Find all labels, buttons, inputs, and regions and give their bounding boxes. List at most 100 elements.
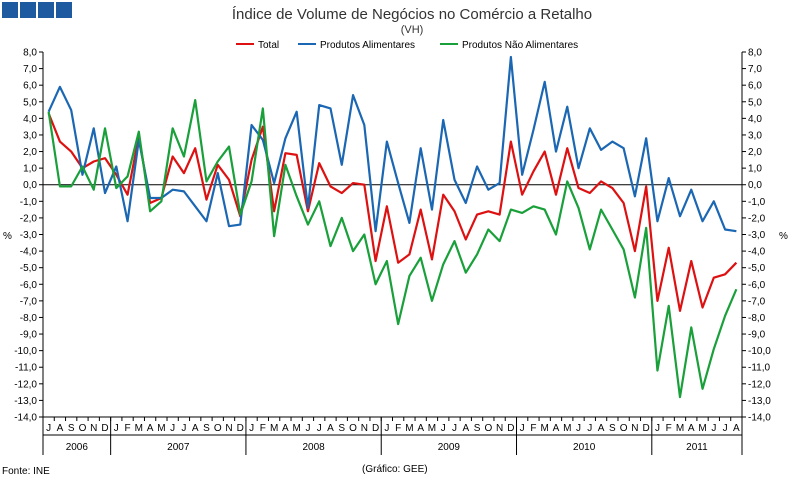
x-month-label: O: [349, 423, 357, 434]
chart-subtitle: (VH): [401, 24, 424, 36]
y-tick-label-left: -6,0: [20, 280, 38, 291]
y-tick-label-right: -3,0: [748, 230, 766, 241]
x-month-label: M: [292, 423, 300, 434]
x-month-label: D: [372, 423, 379, 434]
y-tick-label-right: -14,0: [748, 413, 771, 424]
y-tick-label-right: -4,0: [748, 247, 766, 258]
x-month-label: N: [90, 423, 97, 434]
x-month-label: J: [114, 423, 119, 434]
y-tick-label-right: -10,0: [748, 346, 771, 357]
x-month-label: A: [147, 423, 154, 434]
x-month-label: J: [170, 423, 175, 434]
x-month-label: D: [643, 423, 650, 434]
x-month-label: F: [260, 423, 266, 434]
x-month-label: N: [361, 423, 368, 434]
x-month-label: S: [203, 423, 210, 434]
x-month-label: J: [249, 423, 254, 434]
legend-item-total: Total: [236, 40, 279, 51]
x-month-label: M: [270, 423, 278, 434]
x-month-label: A: [688, 423, 695, 434]
x-year-label: 2006: [66, 442, 89, 453]
x-month-label: J: [317, 423, 322, 434]
y-tick-label-left: -8,0: [20, 313, 38, 324]
x-month-label: J: [305, 423, 310, 434]
y-tick-label-left: 2,0: [23, 147, 37, 158]
x-year-label: 2010: [573, 442, 596, 453]
y-tick-label-left: -3,0: [20, 230, 38, 241]
x-month-label: A: [282, 423, 289, 434]
y-tick-label-left: -9,0: [20, 330, 38, 341]
x-year-label: 2007: [167, 442, 190, 453]
x-month-label: A: [192, 423, 199, 434]
x-month-label: S: [474, 423, 481, 434]
y-tick-label-left: 3,0: [23, 130, 37, 141]
y-tick-label-right: 1,0: [748, 164, 762, 175]
x-month-label: F: [530, 423, 536, 434]
x-month-label: O: [620, 423, 628, 434]
x-month-label: M: [563, 423, 571, 434]
y-tick-label-right: -2,0: [748, 213, 766, 224]
y-tick-label-right: -6,0: [748, 280, 766, 291]
series-line-2: [47, 99, 738, 399]
x-month-label: J: [520, 423, 525, 434]
y-tick-label-right: 2,0: [748, 147, 762, 158]
x-month-label: A: [598, 423, 605, 434]
x-month-label: A: [553, 423, 560, 434]
y-tick-label-right: 7,0: [748, 64, 762, 75]
y-tick-label-right: -12,0: [748, 379, 771, 390]
x-month-label: J: [711, 423, 716, 434]
x-month-label: J: [452, 423, 457, 434]
x-month-label: J: [181, 423, 186, 434]
x-month-label: M: [157, 423, 165, 434]
legend: Total Produtos Alimentares Produtos Não …: [236, 40, 578, 51]
x-month-label: J: [576, 423, 581, 434]
y-tick-label-left: -1,0: [20, 197, 38, 208]
x-month-label: S: [609, 423, 616, 434]
y-tick-label-left: -7,0: [20, 296, 38, 307]
x-month-label: A: [417, 423, 424, 434]
y-tick-label-right: -9,0: [748, 330, 766, 341]
y-tick-label-right: -1,0: [748, 197, 766, 208]
x-month-label: J: [655, 423, 660, 434]
x-month-label: M: [676, 423, 684, 434]
source-note: Fonte: INE: [2, 466, 50, 477]
x-year-label: 2008: [302, 442, 325, 453]
y-tick-label-right: 3,0: [748, 130, 762, 141]
series-line-1: [47, 55, 737, 233]
series-lines: [47, 55, 738, 399]
y-axis-label-left: %: [3, 231, 12, 242]
x-month-label: A: [462, 423, 469, 434]
y-tick-label-left: -5,0: [20, 263, 38, 274]
legend-label-nao-alimentares: Produtos Não Alimentares: [462, 40, 578, 51]
x-month-label: M: [698, 423, 706, 434]
y-tick-label-right: 8,0: [748, 48, 762, 59]
y-tick-label-left: -2,0: [20, 213, 38, 224]
y-tick-label-left: 7,0: [23, 64, 37, 75]
y-tick-label-left: 5,0: [23, 97, 37, 108]
x-month-label: J: [384, 423, 389, 434]
y-tick-label-right: -13,0: [748, 396, 771, 407]
chart-title: Índice de Volume de Negócios no Comércio…: [232, 6, 592, 23]
credit-note: (Gráfico: GEE): [362, 464, 428, 475]
x-month-label: D: [101, 423, 108, 434]
y-tick-label-left: -4,0: [20, 247, 38, 258]
x-month-label: D: [237, 423, 244, 434]
y-tick-label-left: 0,0: [23, 180, 37, 191]
x-month-label: F: [666, 423, 672, 434]
x-month-label: N: [225, 423, 232, 434]
series-line-0: [47, 112, 738, 312]
y-tick-label-left: -12,0: [14, 379, 37, 390]
x-month-label: O: [214, 423, 222, 434]
legend-label-alimentares: Produtos Alimentares: [320, 40, 415, 51]
y-tick-label-right: -11,0: [748, 363, 770, 374]
x-year-label: 2011: [686, 442, 708, 453]
y-tick-label-left: 6,0: [23, 81, 37, 92]
y-tick-label-left: 4,0: [23, 114, 37, 125]
x-month-label: S: [338, 423, 345, 434]
y-tick-label-right: 0,0: [748, 180, 762, 191]
y-tick-label-left: -11,0: [15, 363, 37, 374]
legend-item-alimentares: Produtos Alimentares: [298, 40, 415, 51]
x-month-label: M: [405, 423, 413, 434]
x-month-label: F: [125, 423, 131, 434]
legend-item-nao-alimentares: Produtos Não Alimentares: [440, 40, 578, 51]
